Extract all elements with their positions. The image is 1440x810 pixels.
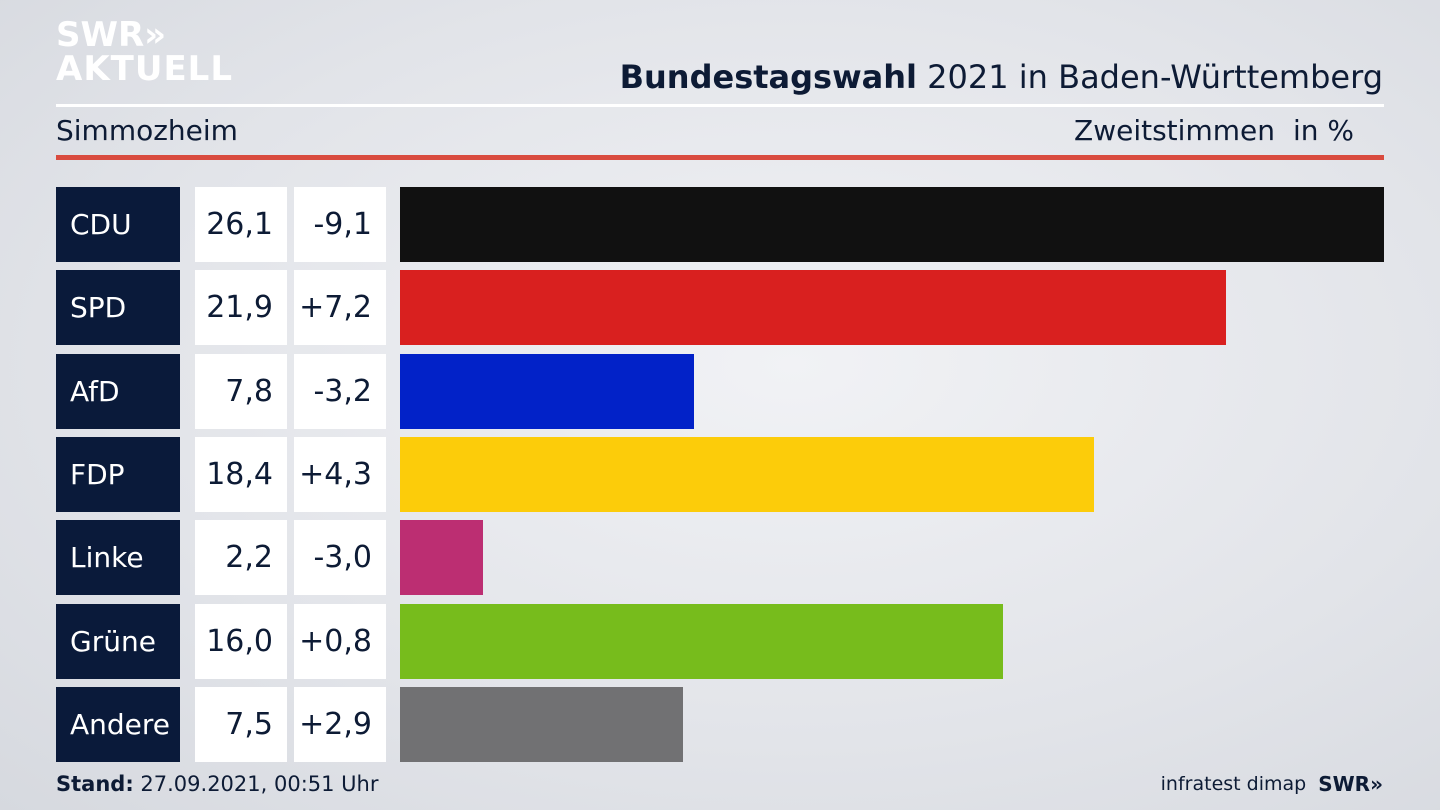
party-label: Grüne: [56, 603, 180, 679]
diff-label: -3,2: [294, 353, 386, 429]
bar-row-grüne: Grüne 16,0 +0,8: [56, 603, 1384, 679]
source-label: infratest dimap: [1160, 773, 1307, 795]
bar-row-linke: Linke 2,2 -3,0: [56, 520, 1384, 596]
unit-label: in %: [1292, 114, 1354, 147]
bar-andere: [400, 686, 683, 762]
logo-line-2: AKTUELL: [56, 49, 234, 89]
value-label: 7,8: [195, 353, 287, 429]
party-label: CDU: [56, 187, 180, 262]
party-label: Linke: [56, 520, 180, 596]
diff-label: -9,1: [294, 187, 386, 262]
diff-label: +7,2: [294, 270, 386, 346]
diff-label: -3,0: [294, 520, 386, 596]
diff-label: +4,3: [294, 436, 386, 512]
stand-value: 27.09.2021, 00:51 Uhr: [133, 772, 379, 796]
top-divider: [56, 104, 1384, 107]
diff-label: +2,9: [294, 686, 386, 762]
bar-grüne: [400, 603, 1004, 679]
party-label: SPD: [56, 270, 180, 346]
bar-row-spd: SPD 21,9 +7,2: [56, 270, 1384, 346]
party-label: AfD: [56, 353, 180, 429]
stand-label: Stand:: [56, 772, 134, 796]
bar-fdp: [400, 436, 1094, 512]
bar-linke: [400, 520, 483, 596]
red-divider: [56, 155, 1384, 160]
swr-logo: SWR»: [1318, 772, 1383, 796]
bar-row-cdu: CDU 26,1 -9,1: [56, 187, 1384, 262]
party-label: FDP: [56, 436, 180, 512]
title-bold: Bundestagswahl: [619, 58, 917, 96]
bar-afd: [400, 353, 695, 429]
value-label: 21,9: [195, 270, 287, 346]
title-rest: 2021 in Baden-Württemberg: [916, 58, 1383, 96]
bar-cdu: [400, 187, 1384, 262]
location-label: Simmozheim: [56, 114, 238, 147]
bar-spd: [400, 270, 1226, 346]
logo-line-1: SWR»: [56, 15, 167, 55]
diff-label: +0,8: [294, 603, 386, 679]
source-credit: infratest dimap SWR»: [1161, 772, 1383, 796]
timestamp: Stand: 27.09.2021, 00:51 Uhr: [56, 772, 379, 796]
metric-name: Zweitstimmen: [1074, 114, 1275, 147]
value-label: 16,0: [195, 603, 287, 679]
bar-row-fdp: FDP 18,4 +4,3: [56, 436, 1384, 512]
page-title: Bundestagswahl 2021 in Baden-Württemberg: [620, 58, 1383, 96]
swr-aktuell-logo: SWR» AKTUELL: [56, 18, 233, 86]
bar-row-andere: Andere 7,5 +2,9: [56, 686, 1384, 762]
value-label: 2,2: [195, 520, 287, 596]
value-label: 18,4: [195, 436, 287, 512]
value-label: 26,1: [195, 187, 287, 262]
metric-label: Zweitstimmen in %: [1074, 114, 1354, 147]
party-label: Andere: [56, 686, 180, 762]
bar-row-afd: AfD 7,8 -3,2: [56, 353, 1384, 429]
value-label: 7,5: [195, 686, 287, 762]
